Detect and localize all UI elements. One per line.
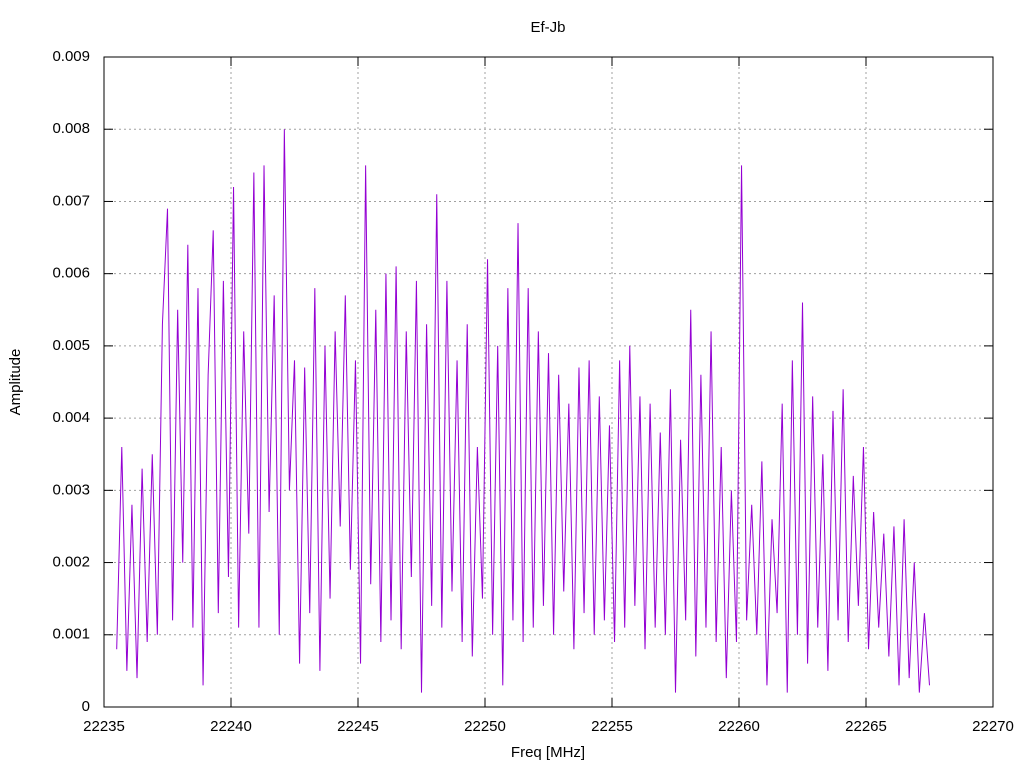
x-tick-label: 22255 — [591, 718, 633, 735]
x-tick-label: 22235 — [83, 718, 125, 735]
y-tick-label: 0.007 — [52, 192, 90, 209]
y-tick-label: 0.006 — [52, 265, 90, 282]
y-tick-label: 0.009 — [52, 48, 90, 65]
y-tick-label: 0 — [82, 698, 90, 715]
y-tick-label: 0.001 — [52, 626, 90, 643]
y-axis-label: Amplitude — [7, 349, 24, 416]
x-tick-label: 22240 — [210, 718, 252, 735]
x-tick-label: 22265 — [845, 718, 887, 735]
y-tick-label: 0.003 — [52, 481, 90, 498]
x-tick-label: 22260 — [718, 718, 760, 735]
y-tick-label: 0.002 — [52, 554, 90, 571]
x-tick-label: 22270 — [972, 718, 1014, 735]
y-tick-label: 0.004 — [52, 409, 90, 426]
x-axis-label: Freq [MHz] — [511, 744, 585, 761]
y-tick-label: 0.008 — [52, 120, 90, 137]
x-tick-label: 22245 — [337, 718, 379, 735]
spectrum-line — [116, 129, 930, 693]
chart-title: Ef-Jb — [530, 19, 565, 36]
x-tick-label: 22250 — [464, 718, 506, 735]
plot-frame — [103, 56, 994, 708]
y-tick-label: 0.005 — [52, 337, 90, 354]
